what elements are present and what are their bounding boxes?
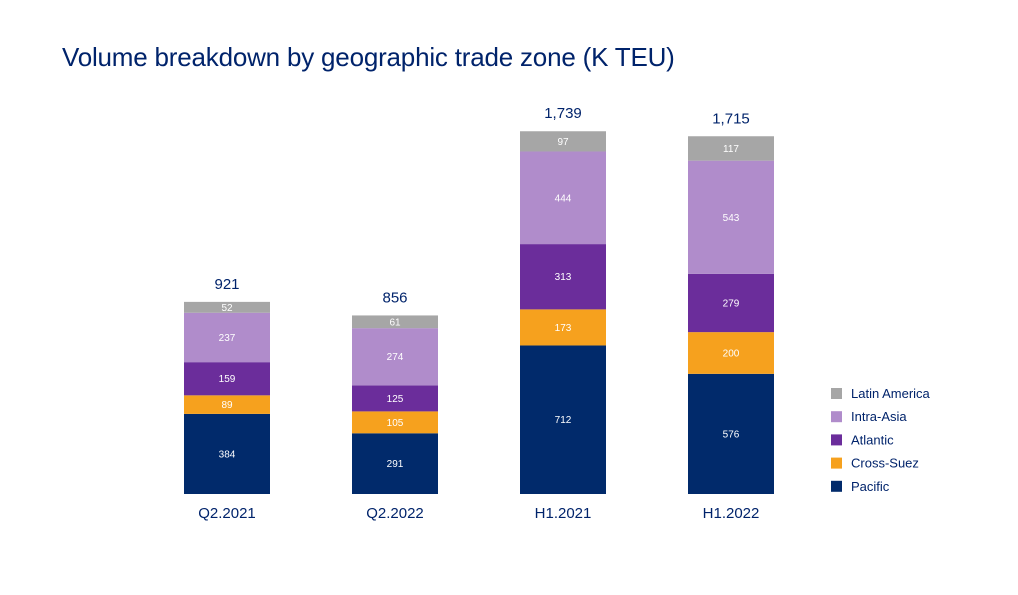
total-label-h1-2021: 1,739 <box>544 105 582 122</box>
total-label-q2-2022: 856 <box>382 289 407 306</box>
legend-label-cross-suez: Cross-Suez <box>851 456 919 471</box>
legend-swatch-latin-america <box>831 388 842 399</box>
data-label-atlantic-q2-2022: 125 <box>387 394 404 405</box>
data-label-cross-suez-h1-2022: 200 <box>723 348 740 359</box>
bar-segment-latin-america-q2-2022 <box>352 315 438 329</box>
data-label-intra-asia-q2-2022: 274 <box>387 352 404 363</box>
bar-segment-intra-asia-h1-2022 <box>688 160 774 274</box>
bar-segment-intra-asia-q2-2022 <box>352 328 438 386</box>
legend-swatch-pacific <box>831 480 842 492</box>
data-label-pacific-q2-2021: 384 <box>219 449 236 460</box>
category-label-h1-2022: H1.2022 <box>703 505 760 522</box>
data-label-cross-suez-h1-2021: 173 <box>555 323 572 334</box>
data-label-intra-asia-h1-2022: 543 <box>723 213 740 224</box>
bar-segment-cross-suez-q2-2022 <box>352 411 438 434</box>
bar-segment-atlantic-h1-2021 <box>520 244 606 310</box>
data-label-pacific-h1-2022: 576 <box>723 429 740 440</box>
legend-swatch-intra-asia <box>831 411 842 423</box>
category-label-q2-2022: Q2.2022 <box>366 505 424 522</box>
bar-segment-pacific-h1-2021 <box>520 345 606 494</box>
bar-segment-pacific-h1-2022 <box>688 373 774 494</box>
data-label-atlantic-q2-2021: 159 <box>219 374 236 385</box>
data-label-latin-america-q2-2022: 61 <box>389 317 401 328</box>
bar-segment-intra-asia-h1-2021 <box>520 151 606 245</box>
bar-segment-atlantic-h1-2022 <box>688 273 774 333</box>
legend-label-atlantic: Atlantic <box>851 432 894 447</box>
data-label-latin-america-h1-2022: 117 <box>723 144 739 155</box>
data-label-pacific-h1-2021: 712 <box>555 415 572 426</box>
data-label-cross-suez-q2-2022: 105 <box>387 418 404 429</box>
bar-segment-pacific-q2-2022 <box>352 433 438 494</box>
bar-segment-latin-america-h1-2021 <box>520 131 606 152</box>
data-label-cross-suez-q2-2021: 89 <box>221 400 233 411</box>
chart-title: Volume breakdown by geographic trade zon… <box>62 42 675 72</box>
bar-segment-atlantic-q2-2021 <box>184 362 270 396</box>
total-label-h1-2022: 1,715 <box>712 110 750 127</box>
data-label-latin-america-q2-2021: 52 <box>221 303 233 314</box>
bar-segment-latin-america-h1-2022 <box>688 136 774 161</box>
bar-segment-cross-suez-h1-2021 <box>520 309 606 346</box>
data-label-atlantic-h1-2021: 313 <box>555 272 572 283</box>
bar-segment-intra-asia-q2-2021 <box>184 312 270 363</box>
bar-segment-cross-suez-h1-2022 <box>688 332 774 374</box>
bar-segment-atlantic-q2-2022 <box>352 385 438 412</box>
category-label-h1-2021: H1.2021 <box>535 505 592 522</box>
bar-segment-pacific-q2-2021 <box>184 413 270 494</box>
total-label-q2-2021: 921 <box>214 276 239 293</box>
legend-label-intra-asia: Intra-Asia <box>851 409 907 424</box>
bar-segment-latin-america-q2-2021 <box>184 301 270 313</box>
data-label-atlantic-h1-2022: 279 <box>723 299 740 310</box>
legend-swatch-cross-suez <box>831 457 842 469</box>
data-label-intra-asia-h1-2021: 444 <box>555 193 572 204</box>
data-label-intra-asia-q2-2021: 237 <box>219 333 236 344</box>
bar-segment-cross-suez-q2-2021 <box>184 395 270 414</box>
data-label-pacific-q2-2022: 291 <box>387 459 404 470</box>
data-label-latin-america-h1-2021: 97 <box>557 137 569 148</box>
legend-swatch-atlantic <box>831 434 842 446</box>
category-label-q2-2021: Q2.2021 <box>198 505 256 522</box>
legend-label-latin-america: Latin America <box>851 386 931 401</box>
legend-label-pacific: Pacific <box>851 479 890 494</box>
